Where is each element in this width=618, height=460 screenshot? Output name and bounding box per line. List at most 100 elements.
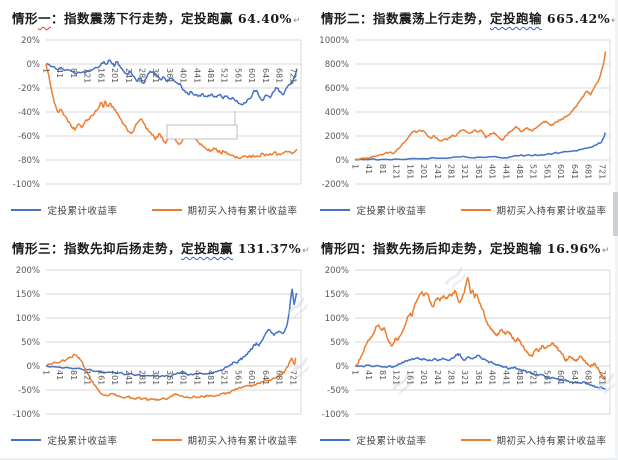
legend-item-bh: 期初买入持有累计收益率 — [151, 203, 298, 217]
svg-text:521: 521 — [220, 68, 229, 83]
series-line-dca — [354, 132, 607, 161]
svg-text:641: 641 — [261, 370, 270, 385]
legend-line-bh — [460, 439, 491, 441]
chart-panel-scenario-3: 情形三：指数先抑后扬走势，定投跑赢 131.37%↵ 200% 150% 100% 5… — [0, 230, 309, 460]
svg-text:1000%: 1000% — [319, 36, 349, 46]
y-axis-labels: 200% 150% 100% 50% 0% -50% -100% — [322, 266, 349, 420]
svg-text:561: 561 — [542, 370, 551, 385]
svg-text:681: 681 — [275, 370, 284, 385]
svg-text:481: 481 — [515, 164, 524, 179]
svg-text:721: 721 — [288, 370, 297, 385]
legend-label-dca: 定投累计收益率 — [356, 436, 427, 447]
legend-item-dca: 定投累计收益率 — [320, 203, 426, 217]
svg-text:1: 1 — [42, 68, 51, 73]
title-segment: 定投跑输 — [490, 11, 543, 26]
svg-text:601: 601 — [247, 68, 256, 83]
svg-text:50%: 50% — [21, 338, 40, 348]
svg-text:121: 121 — [83, 68, 92, 83]
paragraph-mark-icon: ↵ — [601, 246, 610, 256]
legend-item-bh: 期初买入持有累计收益率 — [460, 203, 607, 217]
svg-text:201: 201 — [419, 164, 428, 179]
legend-line-bh — [151, 209, 182, 211]
title-segment: 定投跑赢 — [181, 11, 234, 26]
callout-box — [166, 111, 238, 140]
legend-line-dca — [320, 439, 351, 441]
svg-text:281: 281 — [138, 68, 147, 83]
svg-text:-100%: -100% — [13, 410, 40, 420]
svg-text:601: 601 — [556, 370, 565, 385]
svg-text:200%: 200% — [325, 132, 349, 142]
title-segment: 665.42% — [542, 11, 611, 26]
svg-text:441: 441 — [501, 164, 510, 179]
chart-title: 情形三：指数先抑后扬走势，定投跑赢 131.37%↵ — [0, 230, 309, 262]
svg-text:81: 81 — [378, 164, 387, 174]
x-axis-labels: 1 41 81 121 161 201 241 281 321 361 401 441 481 521 56… — [42, 68, 298, 83]
svg-text:1: 1 — [42, 370, 51, 375]
series-line-dca — [45, 59, 298, 106]
legend-label-bh: 期初买入持有累计收益率 — [496, 206, 607, 217]
svg-text:681: 681 — [584, 164, 593, 179]
title-segment: 131.37% — [233, 241, 302, 256]
svg-text:361: 361 — [474, 164, 483, 179]
svg-text:241: 241 — [124, 370, 133, 385]
svg-text:521: 521 — [529, 164, 538, 179]
svg-text:-50%: -50% — [18, 386, 40, 396]
title-segment: 情形四：指数先扬后抑走势， — [321, 241, 491, 256]
svg-text:641: 641 — [261, 68, 270, 83]
svg-text:721: 721 — [597, 164, 606, 179]
legend-line-bh — [460, 209, 491, 211]
svg-text:0%: 0% — [336, 156, 350, 166]
svg-text:150%: 150% — [16, 290, 40, 300]
title-segment: ：指数震荡下行走势， — [51, 11, 182, 26]
svg-text:81: 81 — [378, 370, 387, 380]
svg-text:641: 641 — [570, 370, 579, 385]
svg-text:521: 521 — [529, 370, 538, 385]
svg-text:100%: 100% — [325, 314, 349, 324]
chart-legend: 定投累计收益率 期初买入持有累计收益率 — [309, 200, 618, 220]
legend-line-dca — [11, 209, 42, 211]
svg-text:681: 681 — [584, 370, 593, 385]
series-line-dca — [45, 288, 298, 378]
svg-text:200%: 200% — [325, 266, 349, 276]
svg-text:601: 601 — [556, 164, 565, 179]
line-chart: 200% 150% 100% 50% 0% -50% -100% 1 41 81 121 161 201… — [13, 266, 309, 420]
chart-legend: 定投累计收益率 期初买入持有累计收益率 — [0, 430, 309, 450]
svg-text:41: 41 — [55, 370, 64, 380]
svg-text:441: 441 — [192, 370, 201, 385]
chart-panel-scenario-1: 情形一：指数震荡下行走势，定投跑赢 64.40%↵ 20% 0% -20% -40% -… — [0, 0, 309, 230]
svg-text:401: 401 — [179, 68, 188, 83]
svg-text:-40%: -40% — [18, 108, 40, 118]
title-segment: 情形 — [12, 11, 39, 26]
svg-text:41: 41 — [55, 68, 64, 78]
svg-text:721: 721 — [288, 68, 297, 83]
svg-text:161: 161 — [96, 68, 105, 83]
title-segment: 64.40% — [233, 11, 292, 26]
chart-legend: 定投累计收益率 期初买入持有累计收益率 — [309, 430, 618, 450]
legend-line-dca — [320, 209, 351, 211]
svg-text:721: 721 — [597, 370, 606, 385]
legend-item-dca: 定投累计收益率 — [11, 433, 117, 447]
svg-text:-50%: -50% — [327, 386, 349, 396]
svg-text:561: 561 — [542, 164, 551, 179]
svg-text:401: 401 — [488, 164, 497, 179]
svg-text:281: 281 — [447, 164, 456, 179]
svg-text:121: 121 — [392, 164, 401, 179]
svg-text:0%: 0% — [27, 60, 41, 70]
title-segment: 情形三：指数先抑后扬走势， — [12, 241, 182, 256]
chart-panel-scenario-4: 情形四：指数先扬后抑走势，定投跑输 16.96%↵ 200% 150% 100% 50… — [309, 230, 618, 460]
svg-text:100%: 100% — [16, 314, 40, 324]
title-segment: 一 — [38, 11, 52, 26]
svg-text:641: 641 — [570, 164, 579, 179]
title-segment: 16.96% — [542, 241, 601, 256]
chart-title: 情形一：指数震荡下行走势，定投跑赢 64.40%↵ — [0, 0, 309, 32]
svg-text:401: 401 — [179, 370, 188, 385]
svg-text:441: 441 — [192, 68, 201, 83]
chart-legend: 定投累计收益率 期初买入持有累计收益率 — [0, 200, 309, 220]
svg-text:361: 361 — [474, 370, 483, 385]
series-line-bh — [354, 51, 607, 161]
svg-text:0%: 0% — [336, 362, 350, 372]
paragraph-mark-icon: ↵ — [611, 16, 618, 26]
svg-text:481: 481 — [206, 68, 215, 83]
svg-text:161: 161 — [405, 164, 414, 179]
svg-text:161: 161 — [405, 370, 414, 385]
